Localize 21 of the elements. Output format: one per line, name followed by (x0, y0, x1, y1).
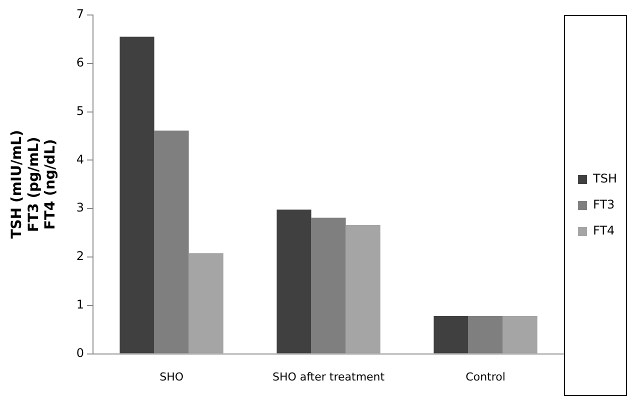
y-tick-label: 7 (76, 7, 84, 22)
x-tick-label: Control (466, 370, 506, 384)
bar (276, 210, 312, 354)
legend-label: FT4 (593, 224, 615, 238)
x-tick-label: SHO after treatment (272, 370, 386, 384)
y-tick-label: 2 (76, 249, 84, 264)
y-tick-label: 3 (76, 200, 84, 215)
y-tick-label: 4 (76, 152, 84, 166)
bar (346, 225, 380, 354)
y-tick-label: 1 (76, 298, 84, 312)
bar (502, 316, 538, 354)
bar (188, 253, 224, 354)
y-tick-label: 6 (76, 56, 84, 70)
x-tick-label: SHO (160, 370, 184, 384)
legend-label: TSH (592, 172, 618, 186)
bar (120, 36, 154, 354)
y-tick-label: 5 (76, 104, 84, 118)
y-tick-label: 0 (76, 346, 84, 360)
bar (434, 316, 468, 354)
legend-label: FT3 (593, 198, 615, 212)
y-axis-title: TSH (mIU/mL) FT3 (pg/mL) FT4 (ng/dL) (9, 130, 59, 239)
